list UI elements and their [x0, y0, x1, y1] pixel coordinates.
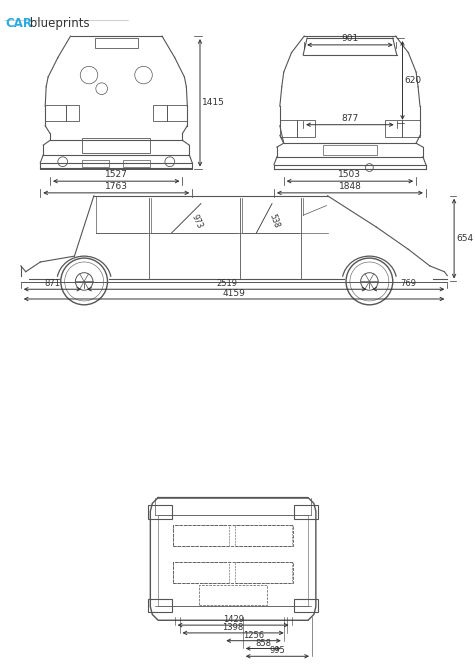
Text: 4159: 4159 [223, 289, 246, 298]
Bar [294, 599, 318, 612]
Text: 1415: 1415 [202, 98, 225, 107]
Bar [123, 159, 151, 167]
Bar [402, 120, 420, 137]
Text: 1503: 1503 [338, 170, 361, 180]
Text: 654: 654 [456, 234, 473, 243]
Bar [82, 138, 151, 153]
Text: 1398: 1398 [222, 623, 244, 632]
Text: 973: 973 [189, 212, 204, 230]
Bar [294, 505, 318, 519]
Bar [199, 585, 267, 605]
Text: 1763: 1763 [105, 182, 128, 191]
Bar [173, 562, 294, 584]
Bar [95, 38, 138, 48]
Text: 871: 871 [45, 279, 60, 288]
Text: 2519: 2519 [216, 279, 238, 288]
Text: 1429: 1429 [223, 615, 244, 624]
Text: 901: 901 [342, 34, 359, 43]
Bar [148, 505, 172, 519]
Bar [167, 105, 187, 121]
Text: 1848: 1848 [339, 182, 361, 191]
Text: 877: 877 [342, 114, 359, 123]
Bar [82, 159, 109, 167]
Bar [235, 562, 292, 584]
Bar [148, 599, 172, 612]
Bar [173, 525, 294, 546]
Bar [66, 105, 79, 121]
Text: 1527: 1527 [105, 170, 128, 180]
Text: 620: 620 [404, 76, 422, 85]
Bar [323, 145, 377, 155]
Text: 1256: 1256 [243, 630, 264, 640]
Bar [297, 120, 315, 137]
Bar [173, 562, 229, 584]
Bar [45, 105, 66, 121]
Bar [385, 120, 402, 137]
Bar [173, 525, 229, 546]
Text: 769: 769 [400, 279, 417, 288]
Text: 538: 538 [267, 213, 281, 229]
Text: 858: 858 [255, 639, 271, 647]
Text: 995: 995 [269, 647, 285, 655]
Text: blueprints: blueprints [26, 17, 89, 29]
Bar [153, 105, 167, 121]
Text: CAR: CAR [5, 17, 32, 29]
Bar [235, 525, 292, 546]
Bar [280, 120, 297, 137]
